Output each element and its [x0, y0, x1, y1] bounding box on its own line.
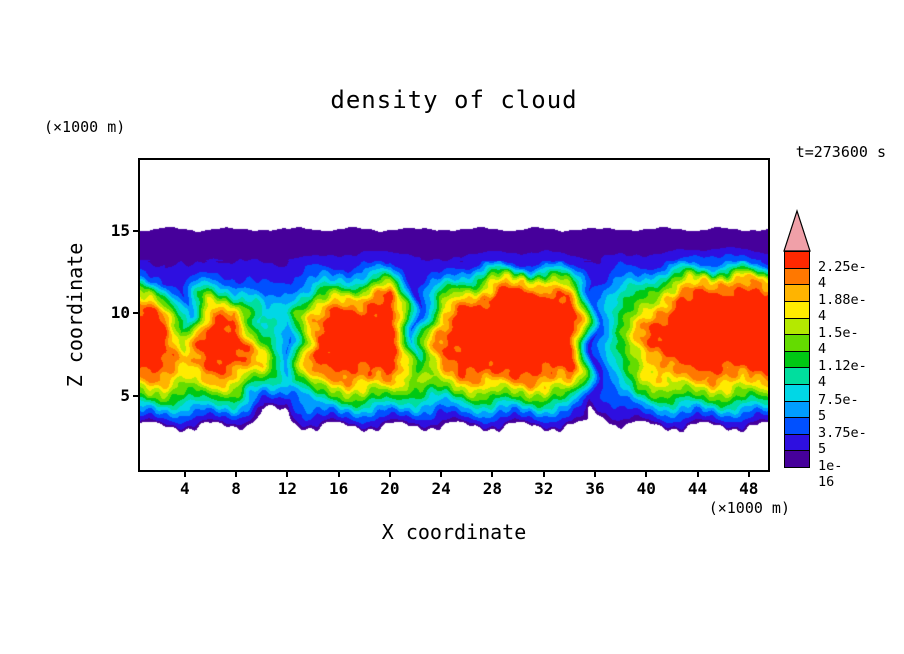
x-tick-label: 48 — [739, 479, 759, 498]
colorbar-segment — [784, 433, 810, 452]
colorbar-label: 3.75e-5 — [818, 424, 867, 457]
x-tick-mark — [183, 470, 186, 477]
x-tick-label: 32 — [534, 479, 554, 498]
x-axis-title: X coordinate — [381, 520, 527, 544]
x-tick-mark — [286, 470, 289, 477]
colorbar-segment — [784, 450, 810, 468]
x-tick-label: 16 — [329, 479, 349, 498]
x-tick-label: 12 — [277, 479, 297, 498]
colorbar-label: 1e-16 — [818, 458, 843, 490]
y-tick-mark — [133, 229, 140, 232]
heatmap-canvas — [140, 160, 768, 470]
colorbar-segment — [784, 317, 810, 336]
colorbar-segment — [784, 251, 810, 269]
x-tick-label: 44 — [687, 479, 708, 498]
colorbar-segment — [784, 284, 810, 302]
x-tick-mark — [593, 470, 596, 477]
x-tick-mark — [645, 470, 648, 477]
x-tick-label: 20 — [380, 479, 400, 498]
colorbar-label: 7.5e-5 — [818, 391, 859, 424]
x-tick-label: 28 — [482, 479, 503, 498]
y-tick-label: 10 — [110, 303, 130, 323]
x-tick-mark — [235, 470, 238, 477]
x-tick-mark — [542, 470, 545, 477]
x-tick-label: 36 — [585, 479, 605, 498]
x-tick-mark — [491, 470, 494, 477]
colorbar-segment — [784, 334, 810, 352]
colorbar-segment — [784, 400, 810, 419]
y-axis-title: Z coordinate — [63, 242, 87, 388]
y-tick-mark — [133, 312, 140, 315]
x-tick-label: 40 — [636, 479, 656, 498]
colorbar-segment — [784, 301, 810, 319]
colorbar-segment — [784, 384, 810, 402]
x-tick-mark — [696, 470, 699, 477]
x-tick-label: 4 — [180, 479, 190, 498]
x-tick-mark — [388, 470, 391, 477]
colorbar-segment — [784, 417, 810, 435]
colorbar-arrow — [783, 209, 811, 252]
x-tick-mark — [337, 470, 340, 477]
colorbar-segment — [784, 267, 810, 286]
colorbar-label: 1.5e-4 — [818, 325, 859, 358]
colorbar-segment — [784, 367, 810, 385]
plot-frame — [138, 158, 770, 472]
x-tick-label: 24 — [431, 479, 451, 498]
y-tick-mark — [133, 394, 140, 397]
x-tick-label: 8 — [231, 479, 241, 498]
x-tick-mark — [440, 470, 443, 477]
x-tick-mark — [747, 470, 750, 477]
x-axis-unit-label: (×1000 m) — [708, 499, 790, 517]
y-axis-unit-label: (×1000 m) — [44, 118, 126, 136]
y-tick-label: 5 — [120, 385, 130, 405]
colorbar-label: 1.88e-4 — [818, 292, 867, 324]
colorbar-label: 2.25e-4 — [818, 258, 867, 291]
time-annotation: t=273600 s — [795, 143, 886, 161]
y-tick-label: 15 — [110, 220, 130, 240]
colorbar-segment — [784, 350, 810, 369]
colorbar-label: 1.12e-4 — [818, 358, 867, 391]
chart-title: density of cloud — [330, 86, 578, 114]
